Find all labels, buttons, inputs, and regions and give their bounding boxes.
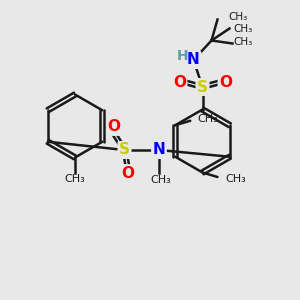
Text: CH₃: CH₃ (64, 173, 86, 184)
Text: CH₃: CH₃ (198, 114, 218, 124)
Text: CH₃: CH₃ (225, 173, 246, 184)
Text: O: O (173, 75, 186, 90)
Text: N: N (153, 142, 165, 158)
Text: O: O (121, 166, 134, 181)
Text: CH₃: CH₃ (233, 24, 252, 34)
Text: O: O (107, 119, 121, 134)
Text: S: S (197, 80, 208, 94)
Text: O: O (219, 75, 232, 90)
Text: CH₃: CH₃ (228, 12, 247, 22)
Text: CH₃: CH₃ (233, 37, 252, 47)
Text: H: H (176, 49, 188, 62)
Text: N: N (187, 52, 200, 68)
Text: CH₃: CH₃ (150, 175, 171, 185)
Text: S: S (119, 142, 130, 158)
